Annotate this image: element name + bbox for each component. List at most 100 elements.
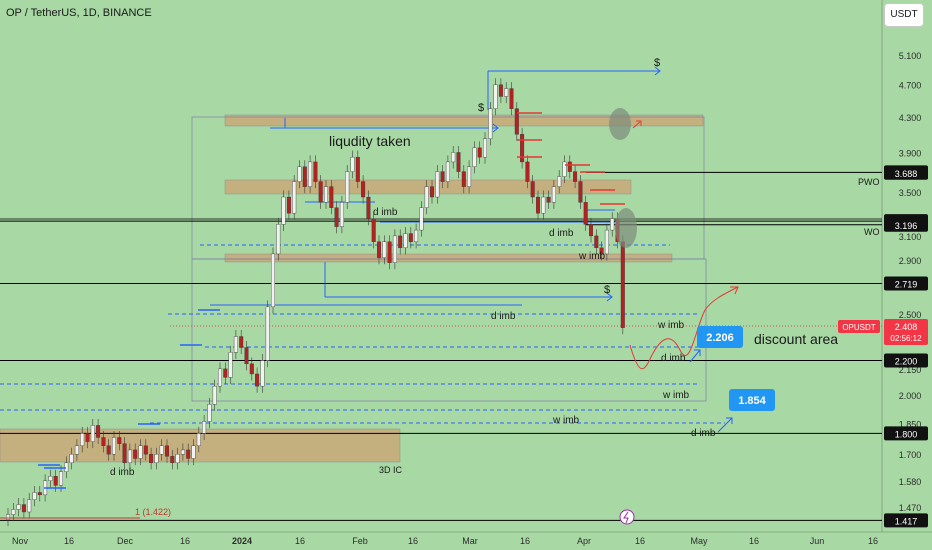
x-tick-label: 16 [295, 536, 305, 546]
dollar-label-apr: $ [604, 284, 610, 296]
candle-body [498, 84, 503, 97]
candle-body [196, 433, 201, 446]
candle-body [435, 171, 440, 198]
candle-body [175, 453, 180, 464]
x-tick-label: 16 [408, 536, 418, 546]
candle-body [361, 181, 366, 198]
candle-body [387, 241, 392, 263]
candle-body [106, 445, 111, 455]
lightning-icon [623, 511, 629, 524]
d-imb-label-2: d imb [491, 311, 516, 322]
candle-body [334, 207, 339, 227]
candle-body [567, 161, 572, 172]
candle-body [292, 181, 297, 214]
candle-body [260, 360, 265, 387]
candle-body [117, 437, 122, 444]
candle-body [249, 363, 254, 375]
candle-body [493, 84, 498, 109]
projection-path [629, 286, 739, 370]
x-tick-label: Jun [810, 536, 825, 546]
x-tick-label: 16 [180, 536, 190, 546]
candle-body [573, 171, 578, 182]
candle-body [180, 449, 185, 455]
currency-button[interactable]: USDT [884, 3, 924, 27]
x-tick-label: Feb [352, 536, 368, 546]
candle-body [520, 134, 525, 163]
candle-body [255, 373, 260, 387]
candle-body [308, 161, 313, 187]
x-tick-label: Apr [577, 536, 591, 546]
price-tag-5 [884, 353, 928, 368]
fib-label: 1 (1.422) [135, 507, 171, 517]
candle-body [276, 224, 281, 255]
candle-body [37, 492, 42, 496]
candle-body [228, 352, 233, 378]
event-icon [619, 509, 635, 525]
x-tick-label: Dec [117, 536, 134, 546]
target-value-0: 2.206 [706, 332, 734, 344]
candle-body [138, 445, 143, 459]
candle-body [170, 456, 175, 464]
d-imb-label-5: d imb [110, 467, 135, 478]
candle-body [233, 336, 238, 353]
y-tick-label: 1.700 [899, 450, 922, 460]
price-tag-value-1: 3.688 [895, 169, 918, 179]
target-callout-1 [729, 389, 775, 411]
candle-body [271, 253, 276, 308]
candle-body [154, 453, 159, 464]
candle-body [111, 437, 116, 455]
candle-body [90, 425, 95, 442]
candle-body [419, 207, 424, 231]
y-tick-label: 2.500 [899, 310, 922, 320]
y-tick-label: 3.900 [899, 148, 922, 158]
candle-body [281, 196, 286, 225]
candle-body [212, 385, 217, 405]
candle-body [461, 171, 466, 187]
candle-body [382, 241, 387, 258]
candle-body [456, 152, 461, 172]
candle-body [53, 476, 58, 486]
dollar-label-top: $ [654, 57, 660, 69]
w-imb-label-2: w imb [662, 390, 690, 401]
candle-body [472, 147, 477, 167]
candle-body [509, 88, 514, 109]
candle-body [345, 171, 350, 203]
y-tick-label: 2.900 [899, 256, 922, 266]
candle-body [467, 166, 472, 187]
candle-body [377, 241, 382, 258]
candle-body [302, 166, 307, 187]
w-imb-label-1: w imb [657, 320, 685, 331]
x-tick-label: 16 [749, 536, 759, 546]
y-tick-label: 4.700 [899, 81, 922, 91]
wo-label: WO [864, 227, 880, 237]
symbol-title: OP / TetherUS, 1D, BINANCE [6, 7, 152, 19]
candle-body [191, 445, 196, 459]
candle-body [530, 181, 535, 198]
candle-body [69, 453, 74, 464]
candle-body [324, 186, 329, 203]
y-tick-label: 2.000 [899, 391, 922, 401]
candle-body [583, 202, 588, 225]
candle-body [159, 445, 164, 455]
candle-body [186, 449, 191, 459]
price-tag-1 [884, 165, 928, 180]
candle-body [514, 108, 519, 135]
candle-body [286, 196, 291, 214]
candle-body [207, 404, 212, 422]
discount-area-label: discount area [754, 331, 838, 347]
candle-body [525, 161, 530, 182]
candle-body [164, 445, 169, 457]
price-tag-value-4: 2.719 [895, 280, 918, 290]
candle-body [483, 138, 488, 158]
candle-body [143, 445, 148, 455]
candle-body [440, 171, 445, 182]
candle-body [451, 152, 456, 163]
price-tag-4 [884, 276, 928, 291]
current-price-countdown: 02:56:12 [890, 334, 922, 343]
w-imb-label-0: w imb [578, 251, 606, 262]
current-symbol-tag [838, 320, 880, 333]
price-tag-value-5: 2.200 [895, 356, 918, 366]
candle-body [80, 433, 85, 446]
